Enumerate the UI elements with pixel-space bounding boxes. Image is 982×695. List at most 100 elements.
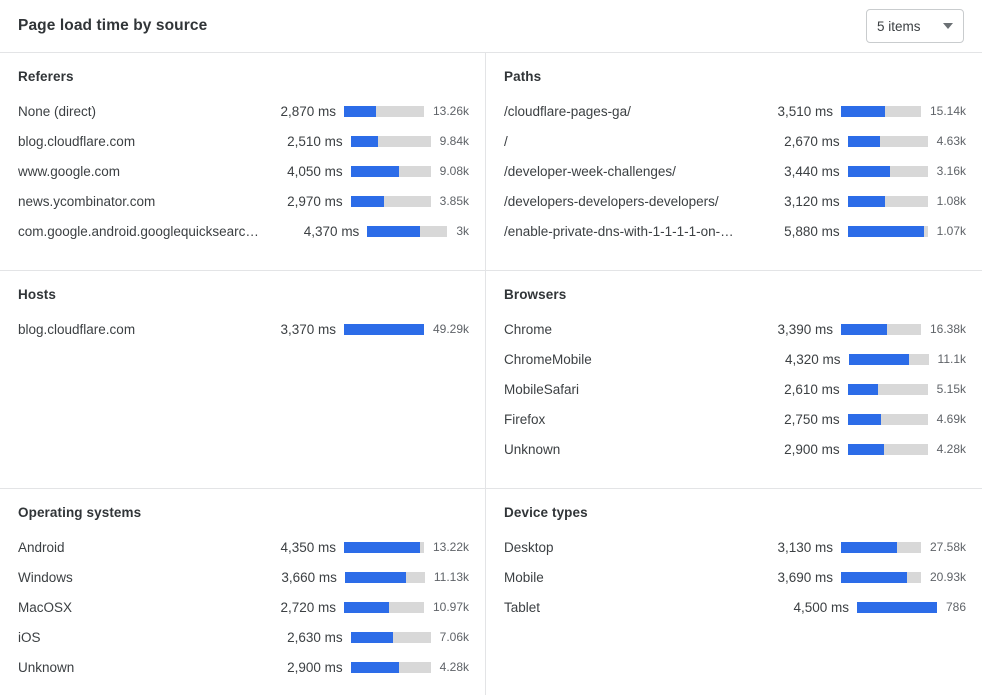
- data-row[interactable]: /developers-developers-developers/3,120 …: [504, 186, 966, 216]
- data-row[interactable]: Mobile 3,690 ms 20.93k: [504, 562, 966, 592]
- data-row[interactable]: /cloudflare-pages-ga/3,510 ms 15.14k: [504, 96, 966, 126]
- bar-fill: [847, 413, 882, 425]
- row-label: None (direct): [18, 103, 97, 119]
- data-row[interactable]: Chrome 3,390 ms 16.38k: [504, 314, 966, 344]
- row-label: /cloudflare-pages-ga/: [504, 103, 631, 119]
- data-row[interactable]: blog.cloudflare.com 3,370 ms 49.29k: [18, 314, 469, 344]
- row-count: 11.13k: [433, 570, 469, 584]
- bar-track: [840, 541, 921, 553]
- data-row[interactable]: /developer-week-challenges/3,440 ms 3.16k: [504, 156, 966, 186]
- data-row[interactable]: ChromeMobile 4,320 ms 11.1k: [504, 344, 966, 374]
- row-load-time: 4,050 ms: [287, 163, 343, 179]
- data-row[interactable]: iOS 2,630 ms 7.06k: [18, 622, 469, 652]
- row-load-time: 3,130 ms: [777, 539, 833, 555]
- row-count: 9.84k: [439, 134, 469, 148]
- bar-track: [856, 601, 937, 613]
- bar-fill: [343, 601, 389, 613]
- data-row[interactable]: Windows 3,660 ms 11.13k: [18, 562, 469, 592]
- bar-fill: [847, 383, 879, 395]
- row-load-time: 3,510 ms: [777, 103, 833, 119]
- row-count: 3.16k: [936, 164, 966, 178]
- page-title: Page load time by source: [18, 17, 208, 34]
- row-label: Unknown: [18, 659, 75, 675]
- row-count: 16.38k: [929, 322, 966, 336]
- data-row[interactable]: Android 4,350 ms 13.22k: [18, 532, 469, 562]
- data-row[interactable]: www.google.com 4,050 ms 9.08k: [18, 156, 469, 186]
- row-count: 1.08k: [936, 194, 966, 208]
- panel-device-types: Device types Desktop 3,130 ms 27.58k Mobile 3…: [486, 489, 982, 695]
- panel-title: Paths: [504, 69, 542, 84]
- bar-fill: [343, 323, 424, 335]
- panel-title: Browsers: [504, 287, 567, 302]
- row-load-time: 3,390 ms: [777, 321, 833, 337]
- row-count: 3k: [456, 224, 469, 238]
- panel-referers: Referers None (direct) 2,870 ms 13.26k blog.…: [0, 53, 486, 271]
- row-load-time: 2,750 ms: [784, 411, 840, 427]
- bar-track: [367, 225, 448, 237]
- row-label: /developer-week-challenges/: [504, 163, 676, 179]
- bar-fill: [847, 135, 880, 147]
- data-row[interactable]: blog.cloudflare.com 2,510 ms 9.84k: [18, 126, 469, 156]
- panel-title: Operating systems: [18, 505, 142, 520]
- row-load-time: 2,900 ms: [784, 441, 840, 457]
- row-label: Unknown: [504, 441, 561, 457]
- bar-fill: [847, 195, 886, 207]
- data-row[interactable]: None (direct) 2,870 ms 13.26k: [18, 96, 469, 126]
- row-load-time: 4,500 ms: [793, 599, 849, 615]
- panel-operating-systems: Operating systems Android 4,350 ms 13.22k Wi…: [0, 489, 486, 695]
- data-row[interactable]: Unknown 2,900 ms 4.28k: [18, 652, 469, 682]
- panel-browsers: Browsers Chrome 3,390 ms 16.38k ChromeMobile…: [486, 271, 982, 489]
- data-row[interactable]: com.google.android.googlequicksearc… 4,37…: [18, 216, 469, 246]
- data-row[interactable]: Firefox 2,750 ms 4.69k: [504, 404, 966, 434]
- row-count: 15.14k: [929, 104, 966, 118]
- bar-fill: [350, 661, 399, 673]
- row-label: Windows: [18, 569, 73, 585]
- row-load-time: 3,370 ms: [280, 321, 336, 337]
- widget-header: Page load time by source 5 items: [0, 0, 982, 52]
- bar-fill: [350, 631, 394, 643]
- panel-title: Referers: [18, 69, 74, 84]
- bar-track: [840, 323, 921, 335]
- bar-fill: [343, 541, 420, 553]
- row-load-time: 4,370 ms: [303, 223, 360, 239]
- row-count: 4.63k: [936, 134, 966, 148]
- row-label: Chrome: [504, 321, 553, 337]
- bar-track: [847, 383, 928, 395]
- bar-track: [350, 135, 431, 147]
- row-count: 49.29k: [432, 322, 469, 336]
- row-count: 4.28k: [439, 660, 469, 674]
- data-row[interactable]: /enable-private-dns-with-1-1-1-1-on-… 5,8…: [504, 216, 966, 246]
- data-row[interactable]: Unknown 2,900 ms 4.28k: [504, 434, 966, 464]
- data-row[interactable]: / 2,670 ms 4.63k: [504, 126, 966, 156]
- items-count-select[interactable]: 5 items: [866, 9, 964, 43]
- bar-fill: [350, 165, 399, 177]
- row-count: 786: [945, 600, 966, 614]
- bar-track: [847, 443, 928, 455]
- data-row[interactable]: MobileSafari 2,610 ms 5.15k: [504, 374, 966, 404]
- bar-track: [350, 661, 431, 673]
- row-label: /developers-developers-developers/: [504, 193, 719, 209]
- bar-track: [847, 413, 928, 425]
- row-count: 4.69k: [936, 412, 966, 426]
- row-label: blog.cloudflare.com: [18, 133, 136, 149]
- bar-fill: [343, 105, 376, 117]
- bar-track: [344, 571, 425, 583]
- row-label: /: [504, 133, 508, 149]
- row-count: 10.97k: [432, 600, 469, 614]
- bar-track: [847, 165, 928, 177]
- data-row[interactable]: Desktop 3,130 ms 27.58k: [504, 532, 966, 562]
- row-count: 3.85k: [439, 194, 469, 208]
- bar-track: [848, 353, 929, 365]
- panel-grid: Referers None (direct) 2,870 ms 13.26k blog.…: [0, 52, 982, 695]
- bar-fill: [840, 541, 897, 553]
- row-label: MacOSX: [18, 599, 73, 615]
- bar-track: [343, 541, 424, 553]
- bar-fill: [344, 571, 407, 583]
- row-load-time: 4,350 ms: [280, 539, 336, 555]
- data-row[interactable]: Tablet 4,500 ms 786: [504, 592, 966, 622]
- data-row[interactable]: news.ycombinator.com 2,970 ms 3.85k: [18, 186, 469, 216]
- row-load-time: 2,900 ms: [287, 659, 343, 675]
- row-count: 20.93k: [929, 570, 966, 584]
- bar-track: [847, 195, 928, 207]
- data-row[interactable]: MacOSX 2,720 ms 10.97k: [18, 592, 469, 622]
